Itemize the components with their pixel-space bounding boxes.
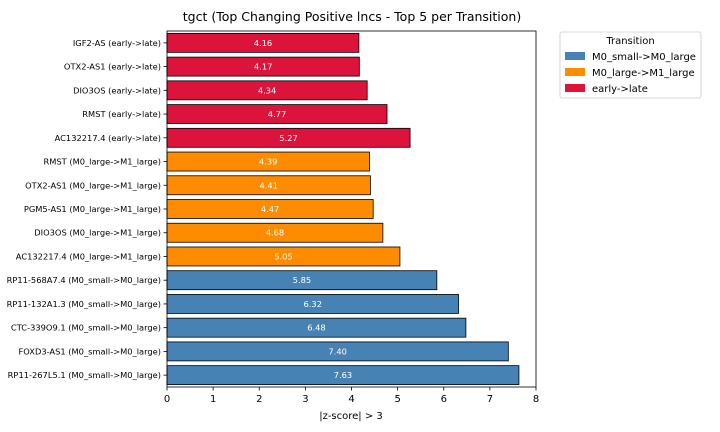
x-tick-label-8: 8 xyxy=(533,394,539,405)
legend-entry-2: M0_large->M1_large xyxy=(592,68,695,79)
y-tick-label-8: PGM5-AS1 (M0_large->M1_large) xyxy=(24,204,161,214)
y-tick-label-11: RP11-568A7.4 (M0_small->M0_large) xyxy=(7,275,161,285)
legend-swatch-3 xyxy=(565,84,585,92)
legend-swatch-2 xyxy=(565,68,585,76)
x-axis-label: |z-score| > 3 xyxy=(319,411,383,422)
y-tick-label-12: RP11-132A1.3 (M0_small->M0_large) xyxy=(7,299,161,309)
x-tick-label-0: 0 xyxy=(164,394,170,405)
bar-value-label-14: 7.40 xyxy=(328,346,346,356)
bar-value-label-13: 6.48 xyxy=(307,323,325,333)
legend-frame xyxy=(559,31,702,99)
bar-value-label-5: 5.27 xyxy=(279,133,297,143)
legend-entry-3: early->late xyxy=(592,84,648,95)
bar-value-label-6: 4.39 xyxy=(259,157,277,167)
bar-value-label-8: 4.47 xyxy=(261,204,279,214)
legend-swatch-1 xyxy=(565,52,585,60)
chart-title: tgct (Top Changing Positive lncs - Top 5… xyxy=(183,9,521,24)
bar-value-label-1: 4.16 xyxy=(254,38,272,48)
y-tick-label-14: FOXD3-AS1 (M0_small->M0_large) xyxy=(18,346,161,356)
bar-value-label-3: 4.34 xyxy=(258,85,276,95)
y-tick-label-15: RP11-267L5.1 (M0_small->M0_large) xyxy=(8,370,161,380)
x-tick-label-5: 5 xyxy=(394,394,400,405)
x-tick-label-3: 3 xyxy=(302,394,308,405)
y-tick-label-1: IGF2-AS (early->late) xyxy=(73,38,161,48)
y-tick-label-2: OTX2-AS1 (early->late) xyxy=(64,62,161,72)
y-tick-label-10: AC132217.4 (M0_large->M1_large) xyxy=(16,251,161,261)
bar-value-label-4: 4.77 xyxy=(268,109,286,119)
y-tick-label-7: OTX2-AS1 (M0_large->M1_large) xyxy=(25,180,161,190)
x-tick-label-2: 2 xyxy=(256,394,262,405)
bar-value-label-9: 4.68 xyxy=(266,228,284,238)
y-tick-label-4: RMST (early->late) xyxy=(82,109,161,119)
x-tick-label-1: 1 xyxy=(210,394,216,405)
plot-area: 4.16 IGF2-AS (early->late) 4.17 OTX2-AS1 (e… xyxy=(7,30,539,405)
legend: Transition M0_small->M0_large M0_large->M1… xyxy=(559,31,702,99)
x-tick-label-7: 7 xyxy=(487,394,493,405)
bar-value-label-15: 7.63 xyxy=(334,370,352,380)
y-tick-label-6: RMST (M0_large->M1_large) xyxy=(43,157,161,167)
y-tick-label-3: DIO3OS (early->late) xyxy=(73,85,161,95)
y-tick-label-5: AC132217.4 (early->late) xyxy=(55,133,161,143)
x-tick-label-6: 6 xyxy=(441,394,447,405)
bar-value-label-11: 5.85 xyxy=(293,275,311,285)
y-tick-label-13: CTC-339O9.1 (M0_small->M0_large) xyxy=(11,323,161,333)
legend-entry-1: M0_small->M0_large xyxy=(592,52,696,63)
bar-value-label-7: 4.41 xyxy=(259,180,277,190)
bar-value-label-10: 5.05 xyxy=(274,251,292,261)
bar-value-label-2: 4.17 xyxy=(254,62,272,72)
x-tick-label-4: 4 xyxy=(348,394,354,405)
legend-title: Transition xyxy=(605,36,654,47)
y-tick-label-9: DIO3OS (M0_large->M1_large) xyxy=(34,228,161,238)
bar-value-label-12: 6.32 xyxy=(304,299,322,309)
